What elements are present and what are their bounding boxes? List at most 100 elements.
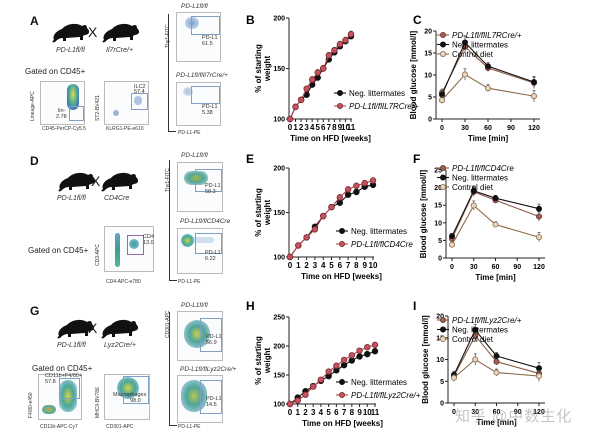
gate-box [191, 16, 220, 35]
mouse-genotype-right: Lyz2Cre/+ [104, 342, 136, 349]
gate-value: 13.0 [143, 240, 154, 246]
x-tick-label: 5 [329, 261, 334, 270]
data-point [314, 69, 321, 76]
data-point [294, 397, 301, 404]
gate-box [200, 380, 222, 414]
data-point [492, 195, 499, 202]
data-point [342, 37, 349, 44]
y-tick-label: 150 [273, 210, 285, 217]
y-tick-label: 10 [434, 220, 442, 227]
cell-population [184, 171, 208, 185]
gate-value: 14.5 [206, 402, 217, 408]
gate-value: 57.8 [45, 379, 56, 385]
y-tick-label: 250 [273, 315, 285, 322]
data-point [340, 361, 348, 369]
x-tick-label: 7 [346, 261, 351, 270]
x-tick-label: 120 [533, 264, 545, 271]
y-tick-label: 5 [438, 238, 442, 245]
gate-name: CD4 [143, 234, 155, 240]
mouse-genotype-right: Il7rCre/+ [106, 47, 134, 54]
legend-marker [439, 326, 446, 333]
series-line [453, 358, 540, 379]
gate-box [131, 93, 148, 110]
x-tick-label: 7 [342, 408, 347, 417]
x-tick-label: 4 [310, 123, 315, 132]
flow-plot-pdl1-control: PD-L1 61.5 [176, 12, 221, 62]
x-tick-label: 120 [533, 409, 545, 416]
panel-letter-d: D [30, 154, 39, 168]
data-point [371, 341, 379, 349]
data-point [331, 47, 338, 54]
data-point [348, 352, 356, 359]
data-point [448, 233, 455, 240]
data-point [286, 400, 294, 408]
y-axis-label: weight [263, 56, 272, 83]
x-tick-label: 0 [440, 125, 444, 132]
x-tick-label: 4 [321, 261, 326, 270]
x-tick-label: 2 [303, 408, 308, 417]
y-tick-label: 100 [273, 402, 285, 409]
legend-marker [439, 41, 446, 48]
data-point [484, 85, 491, 92]
data-point [311, 226, 319, 233]
x-axis-label: CD301-APC [106, 424, 134, 430]
gate-value: 57.4 [134, 89, 145, 95]
legend-marker [338, 227, 345, 234]
data-point [356, 353, 363, 360]
x-tick-label: 6 [321, 123, 326, 132]
x-tick-label: 90 [514, 409, 522, 416]
y-tick-label: 100 [273, 117, 285, 124]
gate-box [123, 376, 149, 404]
data-point [361, 179, 368, 187]
legend-label: Control diet [452, 335, 494, 344]
chart-e: E 100 150 200 0 1 2 3 4 5 6 7 8 9 10 Time on HFD [weeks… [246, 152, 413, 281]
gate-value: 98.0 [130, 398, 141, 404]
data-point [364, 350, 371, 358]
data-point [303, 234, 310, 241]
data-point [348, 357, 356, 364]
x-tick-label: 9 [362, 261, 367, 270]
mouse-genotype-left: PD-L1fl/fl [57, 342, 86, 349]
data-point [344, 186, 352, 193]
x-tick-label: 5 [326, 408, 331, 417]
panel-letter: E [246, 152, 254, 166]
y-tick-label: 5 [428, 95, 432, 102]
legend-label: Control diet [452, 50, 494, 59]
panel-letter-g: G [30, 304, 40, 318]
y-tick-label: 200 [273, 16, 285, 23]
flow-title: PD-L1fl/fl [181, 3, 208, 10]
gate-name: CD11b+F4/80+ [45, 373, 83, 379]
series-line [441, 73, 535, 101]
flow-title: PD-L1fl/flLyz2Cre/+ [180, 366, 237, 373]
data-point [353, 182, 360, 189]
gate-value: 6.22 [205, 256, 216, 262]
y-tick-label: 10 [424, 73, 432, 80]
x-tick-label: 1 [296, 261, 301, 270]
legend-marker [336, 103, 343, 110]
y-axis-label: % of starting [254, 44, 263, 93]
x-tick-label: 8 [332, 123, 337, 132]
data-point [344, 191, 352, 198]
chart-i: I051015200306090120Time [min]Blood gluco… [413, 299, 545, 427]
data-point [286, 253, 294, 261]
legend-marker [439, 335, 446, 342]
data-point [492, 221, 499, 228]
mouse-genotype-left: PD-L1fl/fl [57, 195, 86, 202]
data-point [325, 368, 332, 375]
legend-label: Control diet [452, 183, 494, 192]
gating-label: Gated on CD45+ [25, 67, 86, 76]
gate-name: PD-L1 [205, 250, 221, 256]
panel-letter: H [246, 299, 255, 313]
flow-title: PD-L1fl/flCD4Cre [180, 218, 231, 225]
data-point [536, 213, 543, 220]
legend-marker [338, 378, 345, 385]
data-point [470, 202, 477, 209]
gate-value: 58.3 [205, 189, 216, 195]
x-axis-label: CD4-APC-e780 [106, 279, 141, 285]
data-point [371, 348, 379, 355]
data-point [493, 358, 500, 365]
flow-plot-pdl1-knockout: PD-L1 14.5 [177, 375, 223, 423]
y-tick-label: 0 [428, 117, 432, 124]
x-tick-label: 60 [492, 264, 500, 271]
